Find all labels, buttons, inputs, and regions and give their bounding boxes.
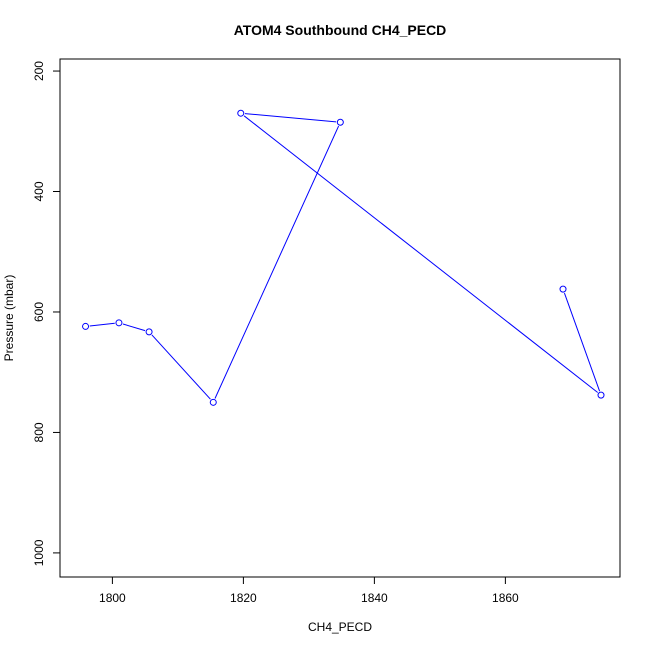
data-point — [82, 322, 90, 330]
series-segment — [563, 292, 601, 392]
data-point — [115, 319, 123, 327]
series-layer — [82, 109, 605, 406]
x-tick-label: 1820 — [230, 591, 257, 605]
x-tick-label: 1800 — [99, 591, 126, 605]
data-point — [336, 118, 344, 126]
data-point — [559, 285, 567, 293]
y-tick-label: 400 — [32, 181, 46, 201]
chart-title: ATOM4 Southbound CH4_PECD — [234, 22, 447, 38]
data-point — [209, 398, 217, 406]
x-axis: 1800 1820 1840 1860 — [99, 576, 519, 605]
x-axis-label: CH4_PECD — [308, 620, 372, 634]
data-point — [597, 391, 605, 399]
y-tick-label: 200 — [32, 61, 46, 81]
series-segment — [89, 322, 115, 327]
y-tick-label: 800 — [32, 422, 46, 442]
y-axis-label: Pressure (mbar) — [2, 275, 16, 362]
series-segment — [122, 323, 146, 332]
data-point — [237, 109, 245, 117]
series-segment — [214, 125, 340, 399]
series-segment — [151, 334, 211, 400]
plot-frame — [59, 58, 621, 578]
x-tick-label: 1840 — [361, 591, 388, 605]
x-tick-label: 1860 — [492, 591, 519, 605]
y-tick-label: 1000 — [32, 539, 46, 566]
y-tick-label: 600 — [32, 302, 46, 322]
data-point — [145, 328, 153, 336]
series-segment — [244, 113, 337, 123]
series-segment — [243, 115, 599, 393]
y-axis: 200 400 600 800 1000 — [32, 61, 61, 566]
